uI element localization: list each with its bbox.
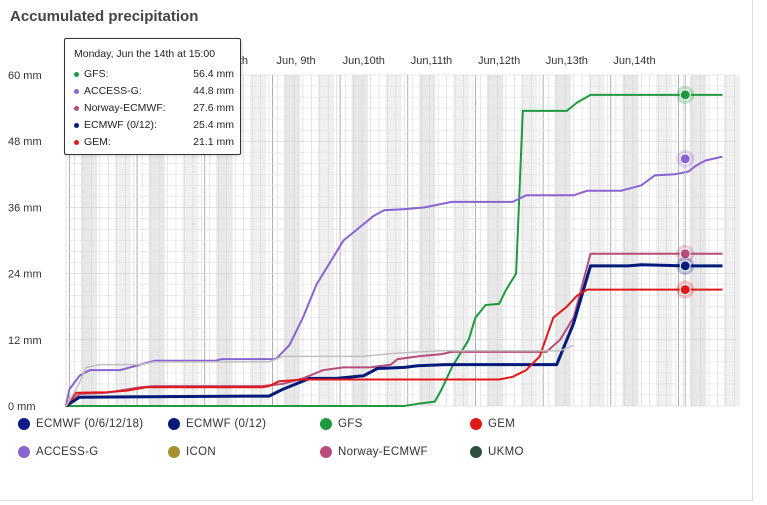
legend-swatch: [18, 446, 30, 458]
tooltip-bullet: [74, 71, 79, 77]
hover-marker-gfs: [679, 89, 691, 101]
legend-swatch: [320, 418, 332, 430]
chart-legend: ECMWF (0/6/12/18) ECMWF (0/12) GFS GEM ACCES…: [18, 418, 738, 468]
chart-tooltip: Monday, Jun the 14th at 15:00 GFS: 56.4 m…: [64, 38, 241, 155]
legend-swatch: [320, 446, 332, 458]
legend-label: GFS: [338, 418, 363, 430]
legend-label: GEM: [488, 418, 516, 430]
legend-label: ECMWF (0/6/12/18): [36, 418, 144, 430]
y-tick-label: 0 mm: [8, 401, 36, 413]
hover-marker-gem: [679, 284, 691, 296]
hover-marker-norway-ecmwf: [679, 248, 691, 260]
tooltip-series-name: ECMWF (0/12):: [84, 119, 157, 131]
series-line-access-g: [65, 155, 723, 407]
legend-swatch: [168, 446, 180, 458]
legend-item-ecmwf-0-12-[interactable]: ECMWF (0/12): [168, 418, 266, 430]
legend-swatch: [470, 446, 482, 458]
tooltip-series-name: GFS:: [84, 68, 109, 80]
tooltip-row: ECMWF (0/12): 25.4 mm: [74, 118, 234, 132]
tooltip-series-value: 21.1 mm: [193, 136, 234, 148]
legend-label: UKMO: [488, 446, 524, 458]
legend-item-gem[interactable]: GEM: [470, 418, 515, 430]
legend-item-icon[interactable]: ICON: [168, 446, 216, 458]
tooltip-series-value: 44.8 mm: [193, 85, 234, 97]
series-line-ecmwf-0-12-: [65, 263, 723, 408]
tooltip-bullet: [74, 88, 79, 94]
legend-label: ACCESS-G: [36, 446, 99, 458]
tooltip-bullet: [74, 139, 79, 145]
tooltip-series-value: 27.6 mm: [193, 102, 234, 114]
series-line-gfs: [66, 93, 723, 407]
tooltip-bullet: [74, 105, 79, 111]
series-line-norway-ecmwf: [65, 252, 723, 407]
legend-label: ICON: [186, 446, 216, 458]
tooltip-bullet: [74, 122, 79, 128]
legend-item-norway-ecmwf[interactable]: Norway-ECMWF: [320, 446, 428, 458]
legend-swatch: [168, 418, 180, 430]
tooltip-row: GEM: 21.1 mm: [74, 135, 234, 149]
y-tick-label: 12 mm: [8, 335, 42, 347]
tooltip-row: ACCESS-G: 44.8 mm: [74, 84, 234, 98]
legend-swatch: [18, 418, 30, 430]
tooltip-row: GFS: 56.4 mm: [74, 67, 234, 81]
y-tick-label: 24 mm: [8, 269, 42, 281]
legend-item-gfs[interactable]: GFS: [320, 418, 363, 430]
tooltip-series-name: ACCESS-G:: [84, 85, 142, 97]
series-line-icon: [65, 344, 574, 407]
x-tick-label: Jun,11th: [411, 55, 452, 67]
legend-label: ECMWF (0/12): [186, 418, 267, 430]
legend-item-ecmwf-0-6-12-18-[interactable]: ECMWF (0/6/12/18): [18, 418, 143, 430]
x-tick-label: Jun,13th: [546, 55, 588, 67]
x-tick-label: Jun,14th: [613, 55, 655, 67]
hover-marker-ecmwf-0-12-: [679, 260, 691, 272]
legend-item-access-g[interactable]: ACCESS-G: [18, 446, 98, 458]
legend-label: Norway-ECMWF: [338, 446, 428, 458]
legend-item-ukmo[interactable]: UKMO: [470, 446, 524, 458]
y-tick-label: 60 mm: [8, 70, 42, 82]
x-tick-label: Jun, 9th: [277, 55, 316, 67]
y-tick-label: 48 mm: [8, 136, 42, 148]
tooltip-series-value: 56.4 mm: [193, 68, 234, 80]
tooltip-series-name: GEM:: [84, 136, 111, 148]
tooltip-series-name: Norway-ECMWF:: [84, 102, 166, 114]
tooltip-row: Norway-ECMWF: 27.6 mm: [74, 101, 234, 115]
series-line-gem: [65, 288, 723, 407]
legend-swatch: [470, 418, 482, 430]
y-tick-label: 36 mm: [8, 202, 42, 214]
tooltip-series-value: 25.4 mm: [193, 119, 234, 131]
tooltip-title: Monday, Jun the 14th at 15:00: [74, 48, 216, 60]
x-tick-label: Jun,12th: [478, 55, 520, 67]
x-tick-label: Jun,10th: [343, 55, 385, 67]
hover-marker-access-g: [679, 153, 691, 165]
chart-frame: [0, 0, 753, 501]
chart-title: Accumulated precipitation: [10, 8, 199, 25]
